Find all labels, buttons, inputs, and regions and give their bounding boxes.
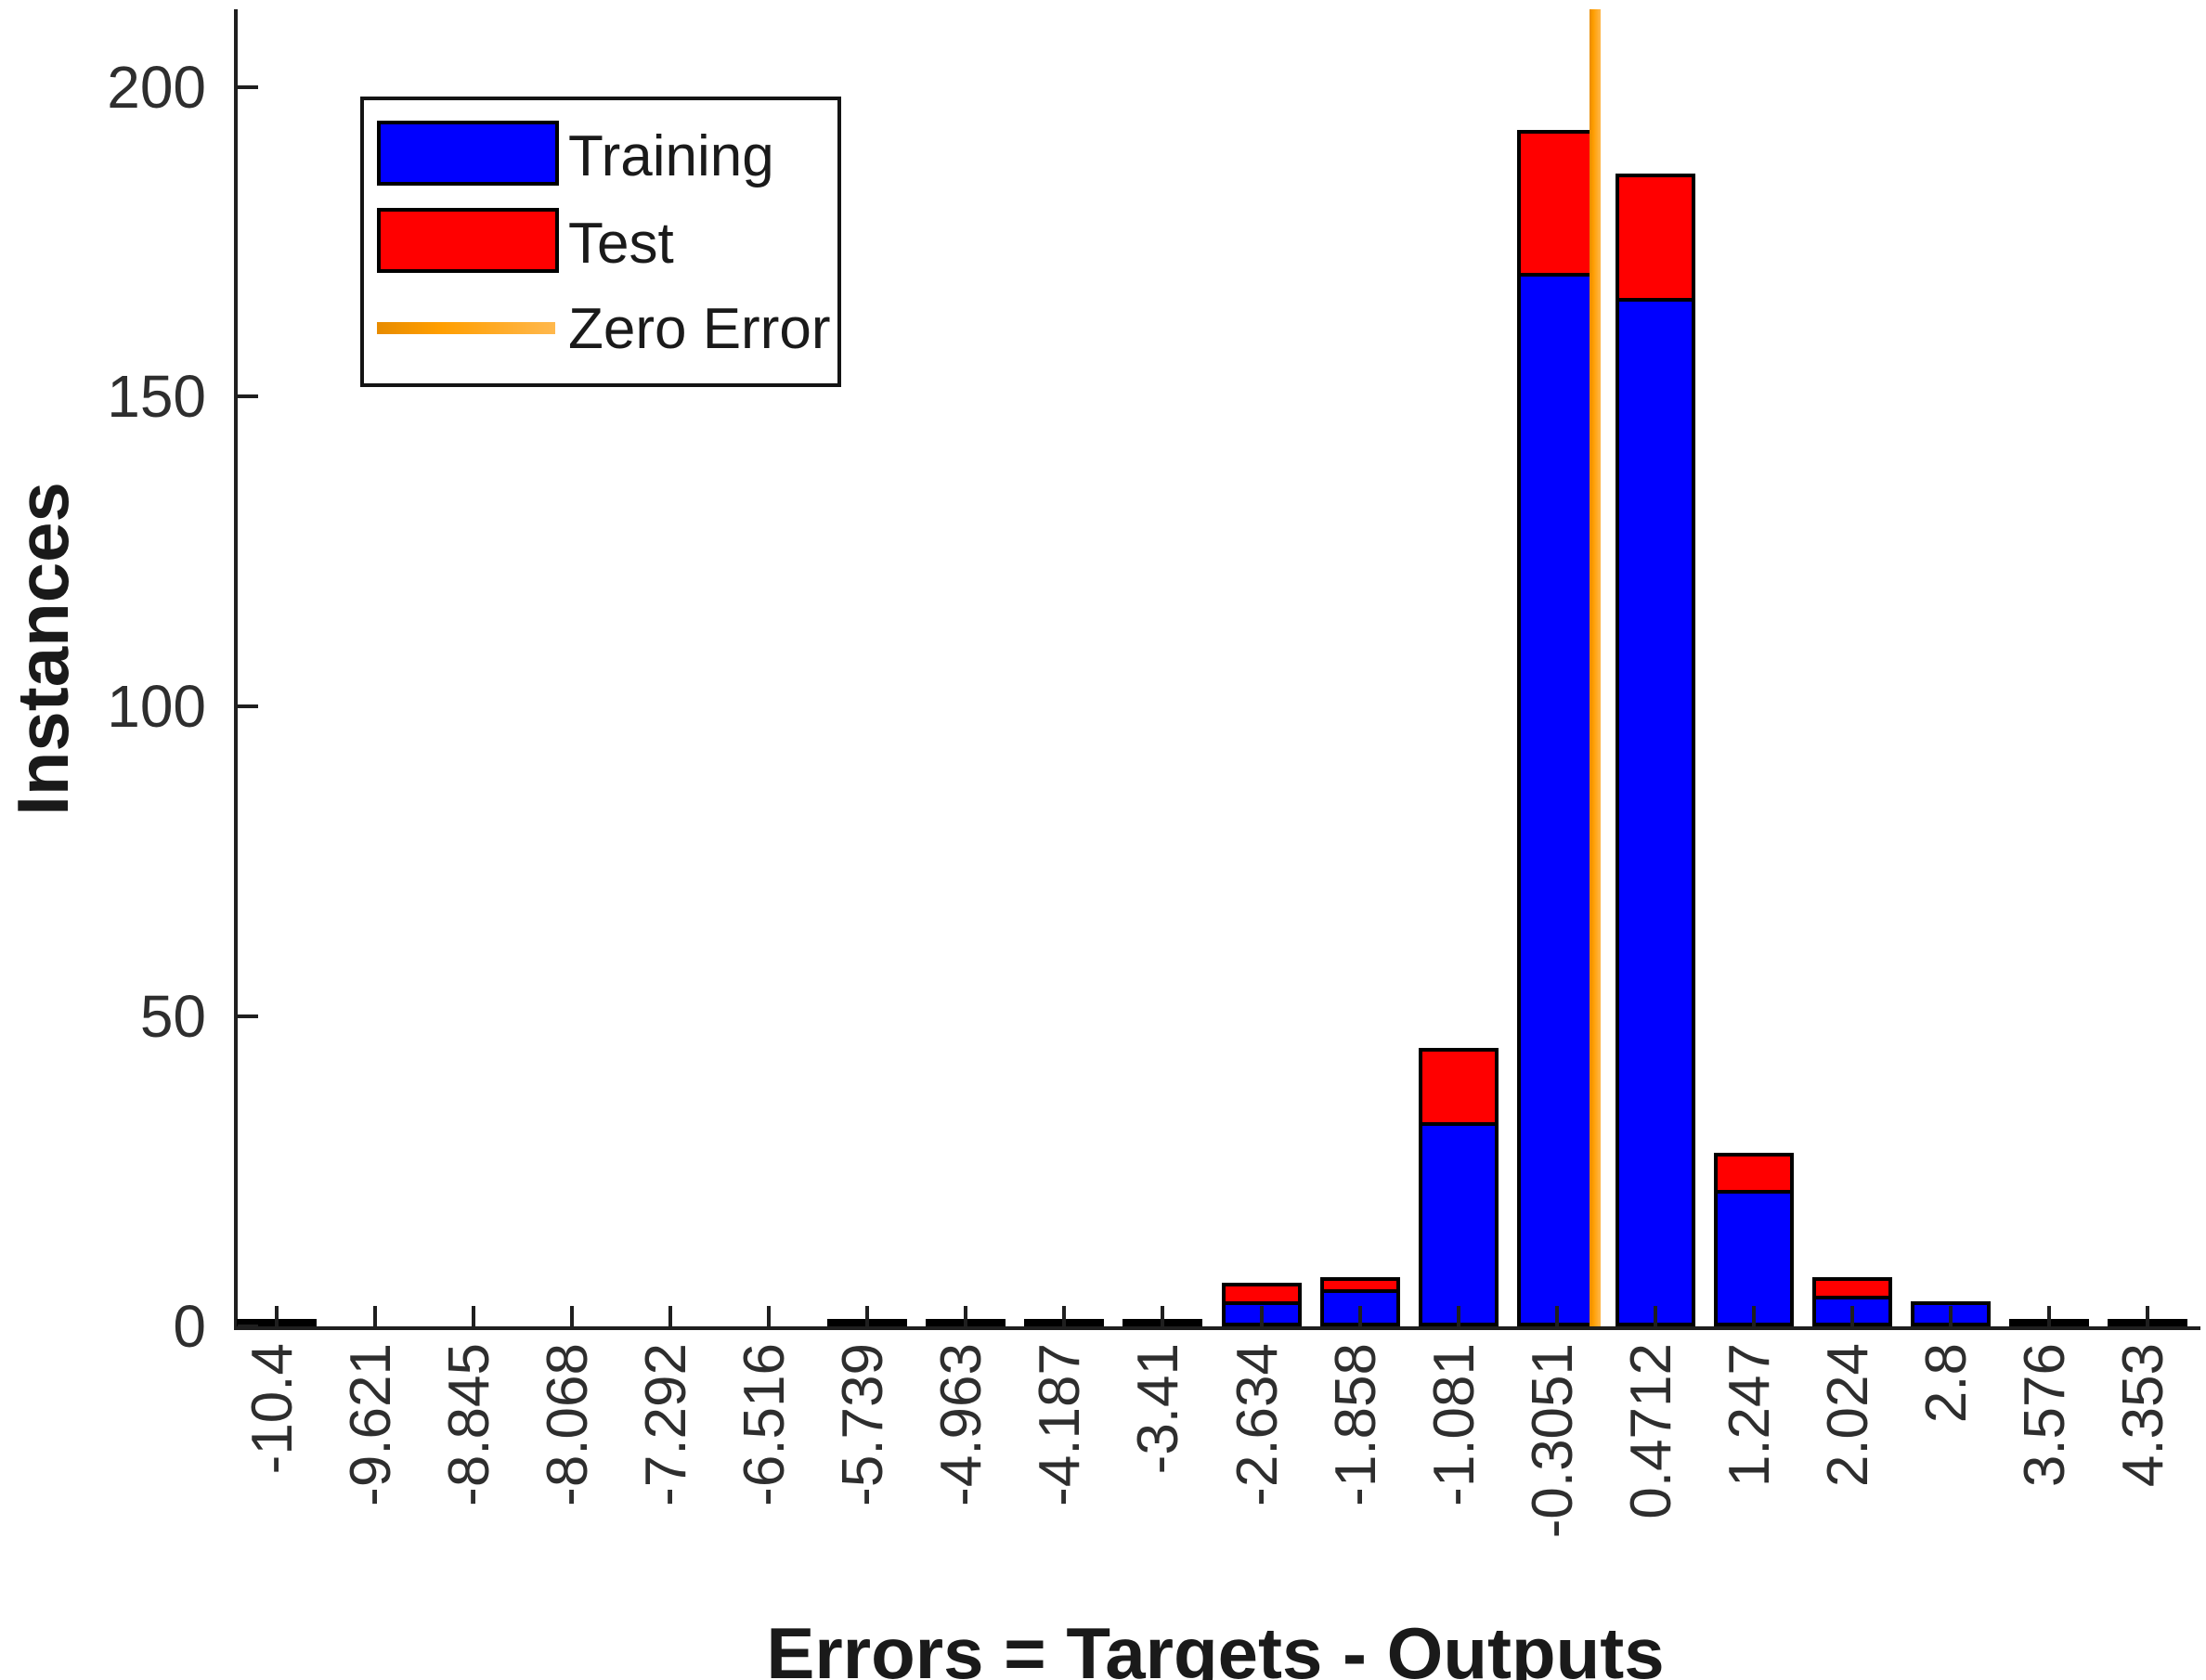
x-tick bbox=[964, 1306, 968, 1326]
x-tick-label: -2.634 bbox=[1225, 1343, 1290, 1506]
y-tick bbox=[238, 1325, 258, 1328]
x-tick-label: -0.3051 bbox=[1520, 1343, 1585, 1539]
y-tick bbox=[238, 1014, 258, 1019]
x-tick-label: -1.081 bbox=[1421, 1343, 1486, 1506]
x-tick bbox=[1062, 1306, 1067, 1326]
x-tick-label: -9.621 bbox=[339, 1343, 404, 1506]
legend-zero-error-label: Zero Error bbox=[568, 297, 831, 361]
y-tick bbox=[238, 394, 258, 399]
x-tick bbox=[1554, 1306, 1559, 1326]
bar-segment-test bbox=[1418, 1047, 1499, 1122]
x-tick-label: 3.576 bbox=[2012, 1343, 2077, 1488]
x-tick-label: -10.4 bbox=[240, 1343, 305, 1475]
x-tick bbox=[1161, 1306, 1165, 1326]
bar-segment-test bbox=[1221, 1283, 1302, 1302]
x-tick bbox=[275, 1306, 279, 1326]
x-axis-title: Errors = Targets - Outputs bbox=[766, 1612, 1665, 1680]
legend: Training Test Zero Error bbox=[360, 97, 841, 387]
x-tick bbox=[767, 1306, 772, 1326]
y-tick-label: 100 bbox=[107, 673, 206, 741]
x-tick bbox=[668, 1306, 673, 1326]
x-tick bbox=[1948, 1306, 1953, 1326]
x-tick-label: -6.516 bbox=[733, 1343, 798, 1506]
x-tick bbox=[2145, 1306, 2149, 1326]
plot-area bbox=[234, 9, 2200, 1330]
x-tick-label: -8.068 bbox=[536, 1343, 601, 1506]
x-tick-label: -4.963 bbox=[929, 1343, 994, 1506]
x-tick-label: -7.292 bbox=[634, 1343, 699, 1506]
x-tick bbox=[1653, 1306, 1657, 1326]
x-tick-label: 2.024 bbox=[1815, 1343, 1880, 1488]
bar-segment-test bbox=[1319, 1276, 1400, 1289]
x-tick-label: -1.858 bbox=[1323, 1343, 1388, 1506]
x-tick bbox=[472, 1306, 476, 1326]
x-tick bbox=[865, 1306, 870, 1326]
y-tick-label: 50 bbox=[139, 983, 206, 1051]
bar-segment-training bbox=[1516, 272, 1597, 1326]
x-tick-label: -3.41 bbox=[1126, 1343, 1191, 1475]
zero-error-line bbox=[1590, 9, 1602, 1326]
x-tick bbox=[1849, 1306, 1854, 1326]
x-tick bbox=[2046, 1306, 2051, 1326]
bar-segment-test bbox=[1516, 130, 1597, 273]
x-tick-label: 4.353 bbox=[2110, 1343, 2175, 1488]
legend-test-label: Test bbox=[568, 212, 674, 276]
x-tick bbox=[570, 1306, 575, 1326]
x-tick-label: -8.845 bbox=[437, 1343, 502, 1506]
x-tick-label: 1.247 bbox=[1717, 1343, 1782, 1488]
x-tick-label: -5.739 bbox=[831, 1343, 896, 1506]
x-tick-label: 2.8 bbox=[1914, 1343, 1979, 1424]
x-tick bbox=[1456, 1306, 1460, 1326]
y-tick bbox=[238, 704, 258, 709]
bar-segment-test bbox=[1811, 1276, 1892, 1296]
x-tick bbox=[1751, 1306, 1756, 1326]
x-tick bbox=[1357, 1306, 1362, 1326]
y-tick-label: 200 bbox=[107, 53, 206, 121]
bar-segment-training bbox=[1418, 1121, 1499, 1326]
bar-segment-test bbox=[1713, 1153, 1794, 1191]
bar-segment-test bbox=[1615, 173, 1695, 298]
legend-zero-error-line bbox=[377, 322, 555, 334]
x-tick bbox=[373, 1306, 378, 1326]
legend-training-swatch bbox=[377, 121, 559, 186]
y-tick-label: 0 bbox=[173, 1293, 206, 1360]
legend-training-label: Training bbox=[568, 124, 774, 188]
y-tick-label: 150 bbox=[107, 363, 206, 431]
bar-segment-training bbox=[1615, 297, 1695, 1326]
y-tick bbox=[238, 84, 258, 89]
x-tick-label: -4.187 bbox=[1028, 1343, 1093, 1506]
x-tick-label: 0.4712 bbox=[1618, 1343, 1683, 1519]
bar-segment-training bbox=[1713, 1190, 1794, 1326]
x-tick bbox=[1259, 1306, 1264, 1326]
y-axis-title: Instances bbox=[2, 482, 84, 816]
legend-test-swatch bbox=[377, 208, 559, 273]
